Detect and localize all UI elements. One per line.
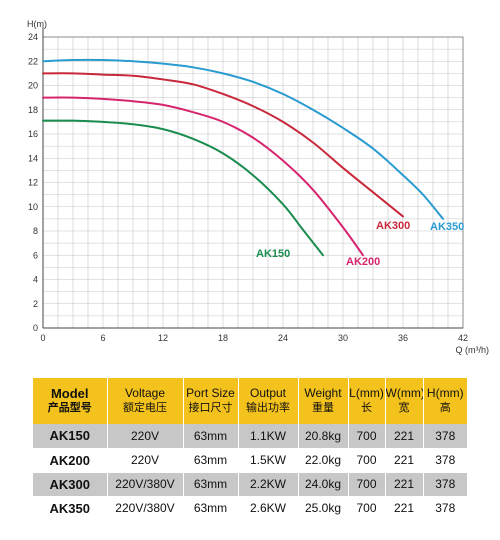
header-width: W(mm) 宽 [385,378,424,424]
header-port-size: Port Size 接口尺寸 [183,378,239,424]
cell-model: AK300 [33,471,108,496]
cell-voltage: 220V/380V [107,495,184,520]
x-axis-label: Q (m³/h) [456,345,490,355]
cell-weight: 22.0kg [298,447,349,472]
cell-voltage: 220V [107,424,184,448]
cell-model: AK350 [33,495,108,520]
x-tick-label: 6 [100,333,105,343]
series-line-ak350 [42,58,444,220]
cell-height: 378 [423,495,467,520]
table-row: AK200 220V 63mm 1.5KW 22.0kg 700 221 378 [33,447,467,472]
header-length: L(mm) 长 [348,378,386,424]
cell-height: 378 [423,471,467,496]
series-label-ak200: AK200 [346,256,380,268]
cell-model: AK150 [33,424,108,448]
y-tick-label: 4 [33,275,38,285]
x-tick-label: 36 [398,333,408,343]
cell-port-size: 63mm [183,495,239,520]
x-tick-label: 24 [278,333,288,343]
header-output: Output 输出功率 [238,378,299,424]
y-tick-label: 12 [28,178,38,188]
cell-output: 1.1KW [238,424,299,448]
header-voltage: Voltage 额定电压 [107,378,184,424]
y-tick-label: 18 [28,105,38,115]
cell-length: 700 [348,447,386,472]
cell-width: 221 [385,424,424,448]
cell-output: 2.2KW [238,471,299,496]
pump-curve-chart: 0 6 12 18 24 30 36 42 0 2 4 6 8 10 12 14 16 18 20 22 24 H(m) Q… [27,19,490,355]
x-tick-label: 18 [218,333,228,343]
y-tick-label: 22 [28,56,38,66]
x-tick-label: 0 [40,333,45,343]
cell-output: 1.5KW [238,447,299,472]
series-line-ak200 [42,96,364,257]
cell-weight: 20.8kg [298,424,349,448]
cell-weight: 24.0kg [298,471,349,496]
cell-width: 221 [385,447,424,472]
cell-model: AK200 [33,447,108,472]
y-tick-label: 8 [33,226,38,236]
y-tick-label: 0 [33,323,38,333]
cell-length: 700 [348,495,386,520]
table-row: AK350 220V/380V 63mm 2.6KW 25.0kg 700 22… [33,495,467,520]
cell-height: 378 [423,447,467,472]
series-label-ak350: AK350 [430,221,464,233]
cell-width: 221 [385,471,424,496]
header-model: Model 产品型号 [33,378,108,424]
y-axis-label: H(m) [27,19,47,29]
cell-port-size: 63mm [183,424,239,448]
x-tick-label: 30 [338,333,348,343]
table-row: AK300 220V/380V 63mm 2.2KW 24.0kg 700 22… [33,471,467,496]
cell-width: 221 [385,495,424,520]
y-tick-label: 6 [33,250,38,260]
series-line-ak300 [42,72,404,218]
header-weight: Weight 重量 [298,378,349,424]
y-tick-label: 10 [28,202,38,212]
series-label-ak150: AK150 [256,248,290,260]
cell-weight: 25.0kg [298,495,349,520]
header-height: H(mm) 高 [426,386,464,414]
cell-port-size: 63mm [183,471,239,496]
series-label-ak300: AK300 [376,220,410,232]
y-tick-label: 20 [28,81,38,91]
cell-length: 700 [348,471,386,496]
cell-length: 700 [348,424,386,448]
y-tick-label: 16 [28,129,38,139]
x-tick-label: 42 [458,333,468,343]
cell-voltage: 220V/380V [107,471,184,496]
cell-voltage: 220V [107,447,184,472]
spec-table: Model 产品型号 Voltage 额定电压 Port Size 接口尺寸 Outp… [33,378,467,520]
cell-output: 2.6KW [238,495,299,520]
series-line-ak150 [42,119,324,257]
cell-port-size: 63mm [183,447,239,472]
table-row: AK150 220V 63mm 1.1KW 20.8kg 700 221 378 [33,424,467,448]
x-tick-label: 12 [158,333,168,343]
cell-height: 378 [435,428,456,443]
chart-svg: 0 6 12 18 24 30 36 42024681012141618202224H(m)Q… [27,19,490,355]
y-tick-label: 2 [33,299,38,309]
y-tick-label: 14 [28,153,38,163]
table-header-row: Model 产品型号 Voltage 额定电压 Port Size 接口尺寸 Outp… [33,378,467,424]
y-tick-label: 24 [28,32,38,42]
